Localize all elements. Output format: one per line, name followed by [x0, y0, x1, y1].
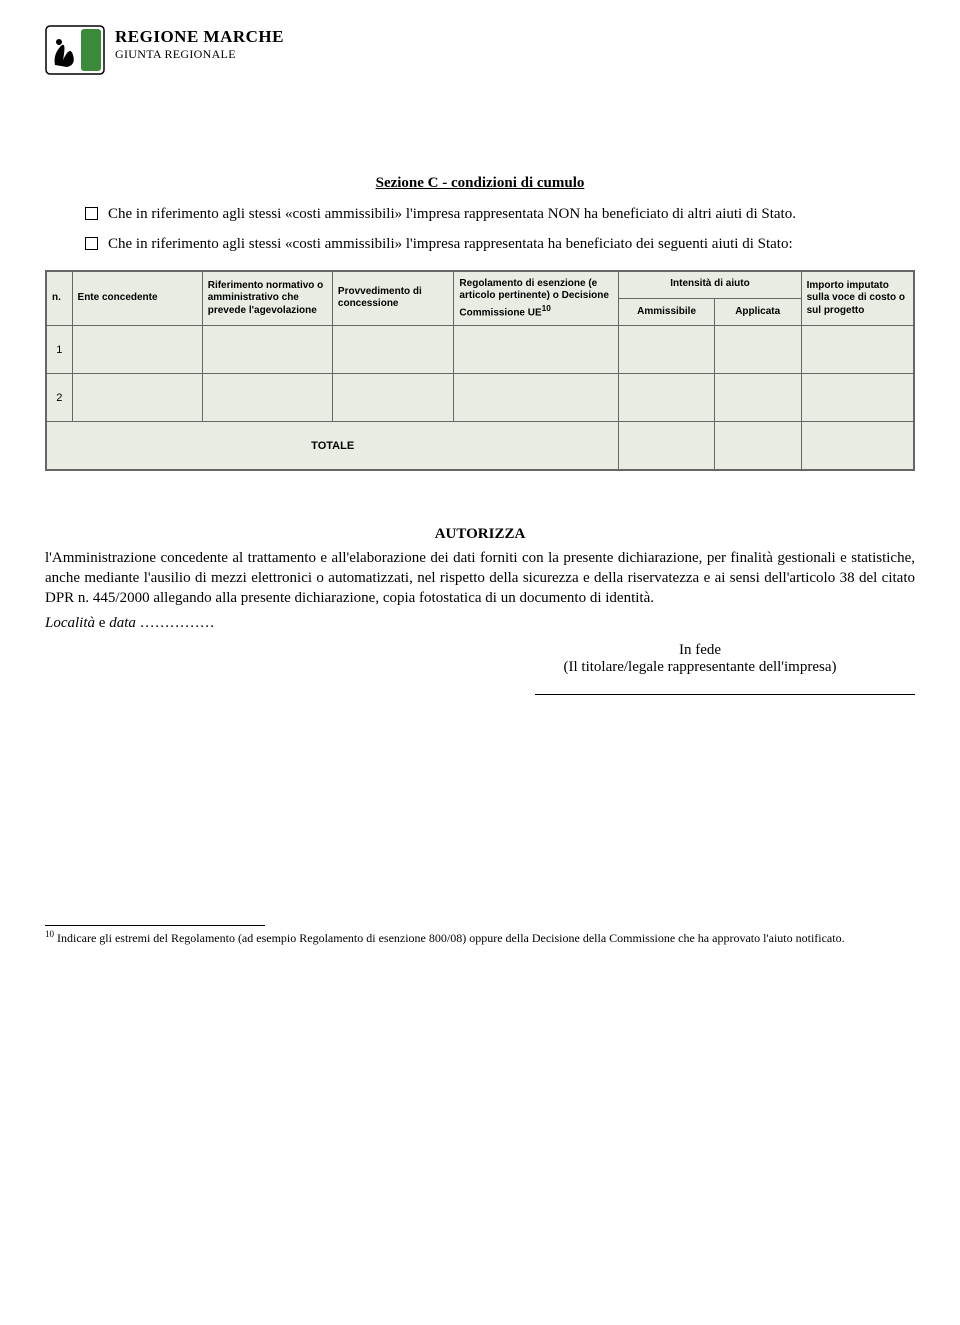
- table-row: 2: [46, 374, 914, 422]
- row-num: 1: [46, 326, 72, 374]
- section-c-title: Sezione C - condizioni di cumulo: [45, 175, 915, 192]
- signature-block: In fede (Il titolare/legale rappresentan…: [485, 642, 915, 695]
- checkbox-option-2[interactable]: Che in riferimento agli stessi «costi am…: [85, 234, 885, 254]
- cell-regol[interactable]: [454, 326, 619, 374]
- cell-rif[interactable]: [202, 326, 332, 374]
- cell-regol[interactable]: [454, 374, 619, 422]
- tot-amm: [619, 422, 714, 470]
- cell-rif[interactable]: [202, 374, 332, 422]
- signer-role: (Il titolare/legale rappresentante dell'…: [485, 659, 915, 676]
- cell-amm[interactable]: [619, 374, 714, 422]
- cell-importo[interactable]: [801, 326, 914, 374]
- cell-provv[interactable]: [332, 374, 454, 422]
- footnote-10: 10 Indicare gli estremi del Regolamento …: [45, 929, 915, 947]
- checkbox-icon[interactable]: [85, 207, 98, 220]
- checkbox-label-1: Che in riferimento agli stessi «costi am…: [108, 204, 796, 224]
- cell-provv[interactable]: [332, 326, 454, 374]
- cell-appl[interactable]: [714, 374, 801, 422]
- row-num: 2: [46, 374, 72, 422]
- tot-importo: [801, 422, 914, 470]
- cell-importo[interactable]: [801, 374, 914, 422]
- checkbox-option-1[interactable]: Che in riferimento agli stessi «costi am…: [85, 204, 885, 224]
- org-title: REGIONE MARCHE: [115, 27, 284, 47]
- checkbox-label-2: Che in riferimento agli stessi «costi am…: [108, 234, 793, 254]
- col-rif: Riferimento normativo o amministrativo c…: [202, 271, 332, 326]
- aid-table: n. Ente concedente Riferimento normativo…: [45, 270, 915, 471]
- cell-amm[interactable]: [619, 326, 714, 374]
- table-total-row: TOTALE: [46, 422, 914, 470]
- cell-ente[interactable]: [72, 326, 202, 374]
- in-fede: In fede: [485, 642, 915, 659]
- col-n: n.: [46, 271, 72, 326]
- col-ammissibile: Ammissibile: [619, 298, 714, 325]
- tot-appl: [714, 422, 801, 470]
- signature-line: [535, 694, 915, 695]
- localita-data: Località e data ……………: [45, 615, 915, 632]
- page-header: REGIONE MARCHE GIUNTA REGIONALE: [45, 25, 915, 75]
- table-row: 1: [46, 326, 914, 374]
- totale-label: TOTALE: [46, 422, 619, 470]
- col-ente: Ente concedente: [72, 271, 202, 326]
- col-regol: Regolamento di esenzione (e articolo per…: [454, 271, 619, 326]
- col-intensita: Intensità di aiuto: [619, 271, 801, 299]
- col-applicata: Applicata: [714, 298, 801, 325]
- autorizza-body: l'Amministrazione concedente al trattame…: [45, 548, 915, 609]
- col-provv: Provvedimento di concessione: [332, 271, 454, 326]
- footnote-separator: [45, 925, 265, 926]
- cell-appl[interactable]: [714, 326, 801, 374]
- autorizza-title: AUTORIZZA: [45, 526, 915, 543]
- checkbox-icon[interactable]: [85, 237, 98, 250]
- cell-ente[interactable]: [72, 374, 202, 422]
- col-importo: Importo imputato sulla voce di costo o s…: [801, 271, 914, 326]
- regione-marche-logo: [45, 25, 105, 75]
- org-subtitle: GIUNTA REGIONALE: [115, 47, 284, 62]
